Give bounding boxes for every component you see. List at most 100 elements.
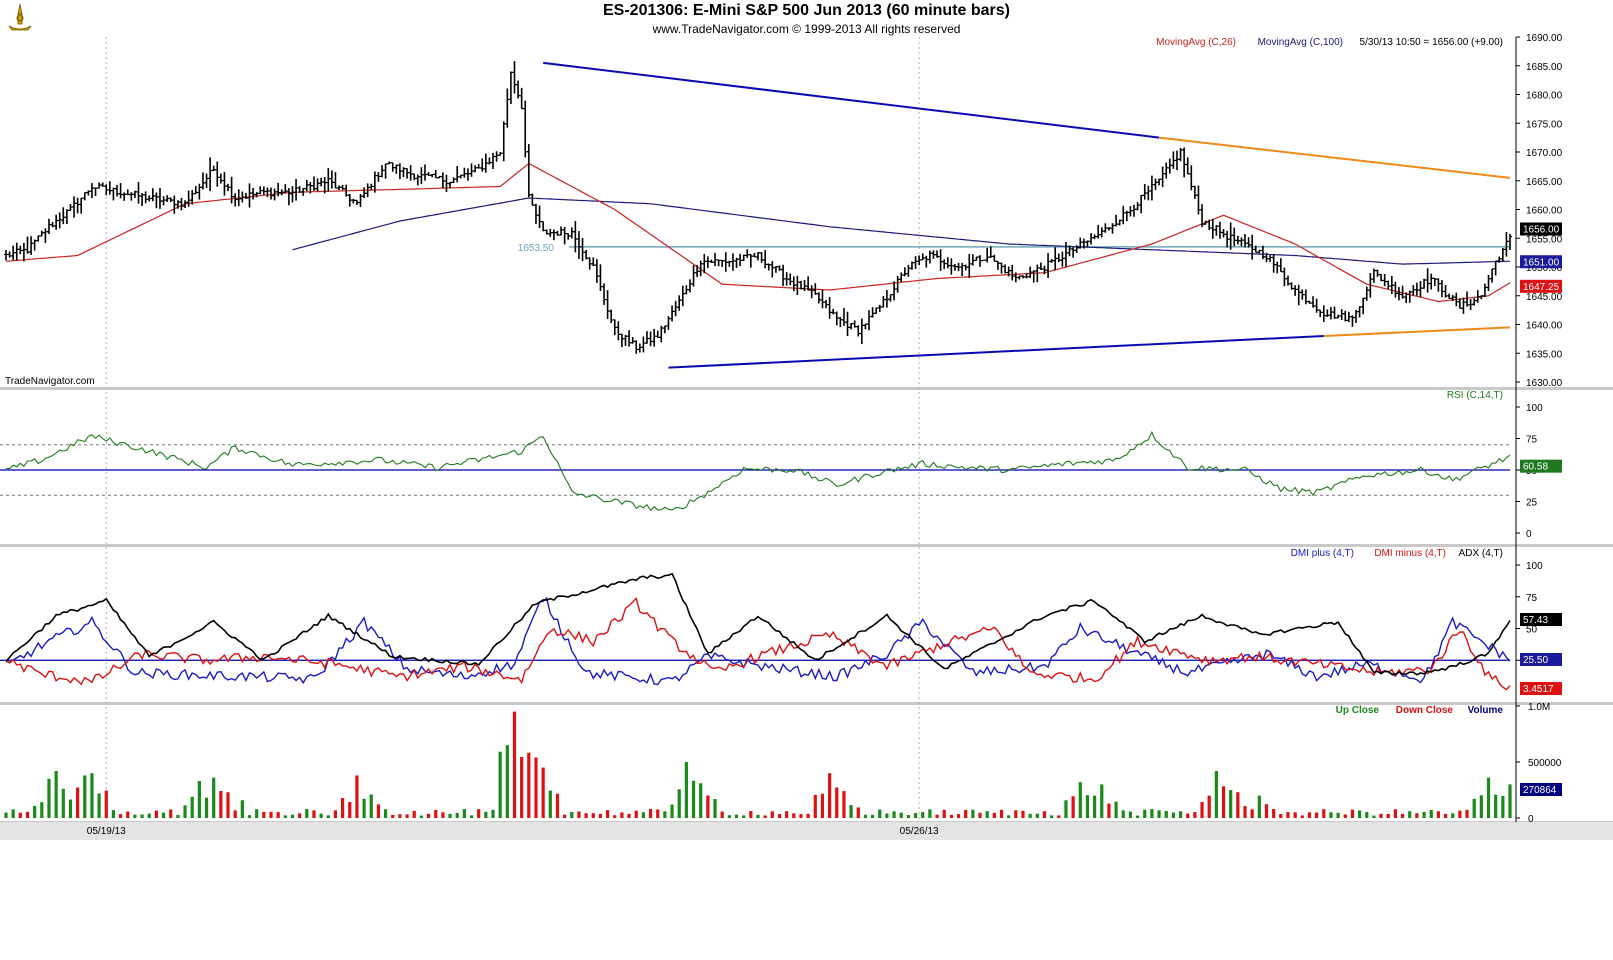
volume-bar — [613, 815, 617, 818]
volume-bar — [1465, 809, 1469, 818]
volume-bar — [512, 711, 517, 818]
volume-bar — [40, 802, 44, 818]
volume-bar — [505, 745, 509, 818]
volume-bar — [426, 813, 431, 818]
volume-bar — [1050, 815, 1054, 818]
volume-bar — [398, 814, 402, 818]
volume-bar — [1472, 798, 1476, 818]
volume-bar — [262, 811, 266, 818]
price-marker-label: 1651.00 — [1523, 257, 1560, 268]
volume-bar — [620, 812, 624, 818]
volume-bar — [1214, 770, 1218, 818]
volume-bar — [1143, 809, 1147, 818]
price-tick-label: 1675.00 — [1526, 119, 1563, 130]
volume-bar — [412, 810, 416, 818]
volume-bar — [1078, 782, 1082, 818]
legend-rsi: RSI (C,14,T) — [1447, 390, 1503, 401]
adx-line — [5, 572, 1511, 676]
price-tick-label: 1660.00 — [1526, 206, 1563, 217]
volume-bar — [964, 809, 968, 818]
price-tick-label: 1630.00 — [1526, 378, 1563, 389]
volume-bar — [1494, 794, 1498, 818]
volume-bar — [584, 813, 588, 818]
volume-bar — [541, 767, 545, 818]
dmi-panel — [0, 546, 1613, 703]
volume-bar — [899, 812, 903, 818]
price-tick-label: 1640.00 — [1526, 321, 1563, 332]
volume-bar — [742, 815, 746, 818]
volume-bar — [1329, 812, 1333, 818]
volume-bar — [806, 813, 810, 818]
price-marker-label: 1647.25 — [1523, 282, 1560, 293]
rsi-tick-label: 0 — [1526, 529, 1532, 540]
volume-bar — [76, 787, 80, 818]
price-tick-label: 1670.00 — [1526, 148, 1563, 159]
volume-bar — [792, 813, 796, 818]
rsi-marker-label: 60.58 — [1523, 462, 1548, 473]
volume-bar — [648, 809, 653, 818]
trendline — [668, 335, 1324, 369]
volume-bar — [870, 814, 875, 818]
volume-bar — [1250, 809, 1254, 818]
legend-ma26: MovingAvg (C,26) — [1156, 37, 1236, 48]
volume-bar — [770, 811, 774, 818]
volume-bar — [118, 814, 123, 818]
panel-separator — [0, 387, 1613, 390]
volume-bar — [305, 809, 309, 818]
volume-bar — [913, 813, 918, 818]
volume-bar — [68, 799, 73, 818]
price-tick-label: 1650.00 — [1526, 263, 1563, 274]
price-marker — [1520, 279, 1562, 293]
volume-bar — [842, 791, 846, 818]
volume-bar — [878, 809, 882, 818]
volume-bar — [348, 802, 352, 818]
volume-bar — [906, 815, 910, 818]
volume-bar — [734, 814, 739, 818]
trendline — [543, 61, 1160, 139]
volume-bar — [555, 793, 560, 818]
dmi-tick-label: 100 — [1526, 561, 1543, 572]
volume-bar — [290, 814, 295, 818]
volume-bar — [1128, 811, 1133, 818]
volume-bar — [785, 811, 789, 818]
volume-bar — [777, 814, 782, 818]
volume-bar — [369, 794, 373, 818]
volume-bar — [828, 773, 832, 818]
volume-bar — [255, 809, 259, 818]
price-tick-label: 1665.00 — [1526, 177, 1563, 188]
volume-bar — [11, 809, 15, 818]
volume-bar — [1386, 813, 1390, 818]
volume-bar — [1272, 809, 1276, 818]
volume-bar — [1508, 784, 1512, 818]
dmi-tick-label: 75 — [1526, 593, 1538, 604]
tradenavigator-logo-icon — [4, 2, 36, 34]
volume-bar — [341, 798, 345, 818]
volume-bar — [33, 805, 37, 818]
volume-bar — [1300, 815, 1304, 818]
volume-bar — [942, 809, 946, 818]
volume-bar — [598, 813, 603, 818]
volume-bar — [97, 793, 101, 818]
volume-bar — [1436, 811, 1440, 818]
dmi-plus-line — [5, 596, 1511, 686]
volume-bar — [1415, 813, 1419, 818]
volume-bar — [720, 811, 724, 818]
watermark-text: TradeNavigator.com — [5, 376, 95, 387]
price-tick-label: 1685.00 — [1526, 62, 1563, 73]
volume-bar — [240, 800, 244, 818]
volume-bar — [1451, 813, 1455, 818]
volume-bar — [799, 814, 803, 818]
volume-bar — [627, 813, 631, 818]
volume-bar — [1322, 809, 1326, 818]
volume-bar — [319, 813, 323, 818]
volume-bar — [419, 815, 423, 818]
volume-bar — [520, 757, 524, 818]
volume-bar — [706, 795, 710, 818]
volume-bar — [1365, 811, 1369, 818]
volume-bar — [161, 812, 166, 818]
moving-average-100-line — [292, 197, 1510, 265]
volume-bar — [226, 792, 230, 818]
price-panel — [0, 37, 1613, 388]
volume-bar — [684, 762, 688, 818]
